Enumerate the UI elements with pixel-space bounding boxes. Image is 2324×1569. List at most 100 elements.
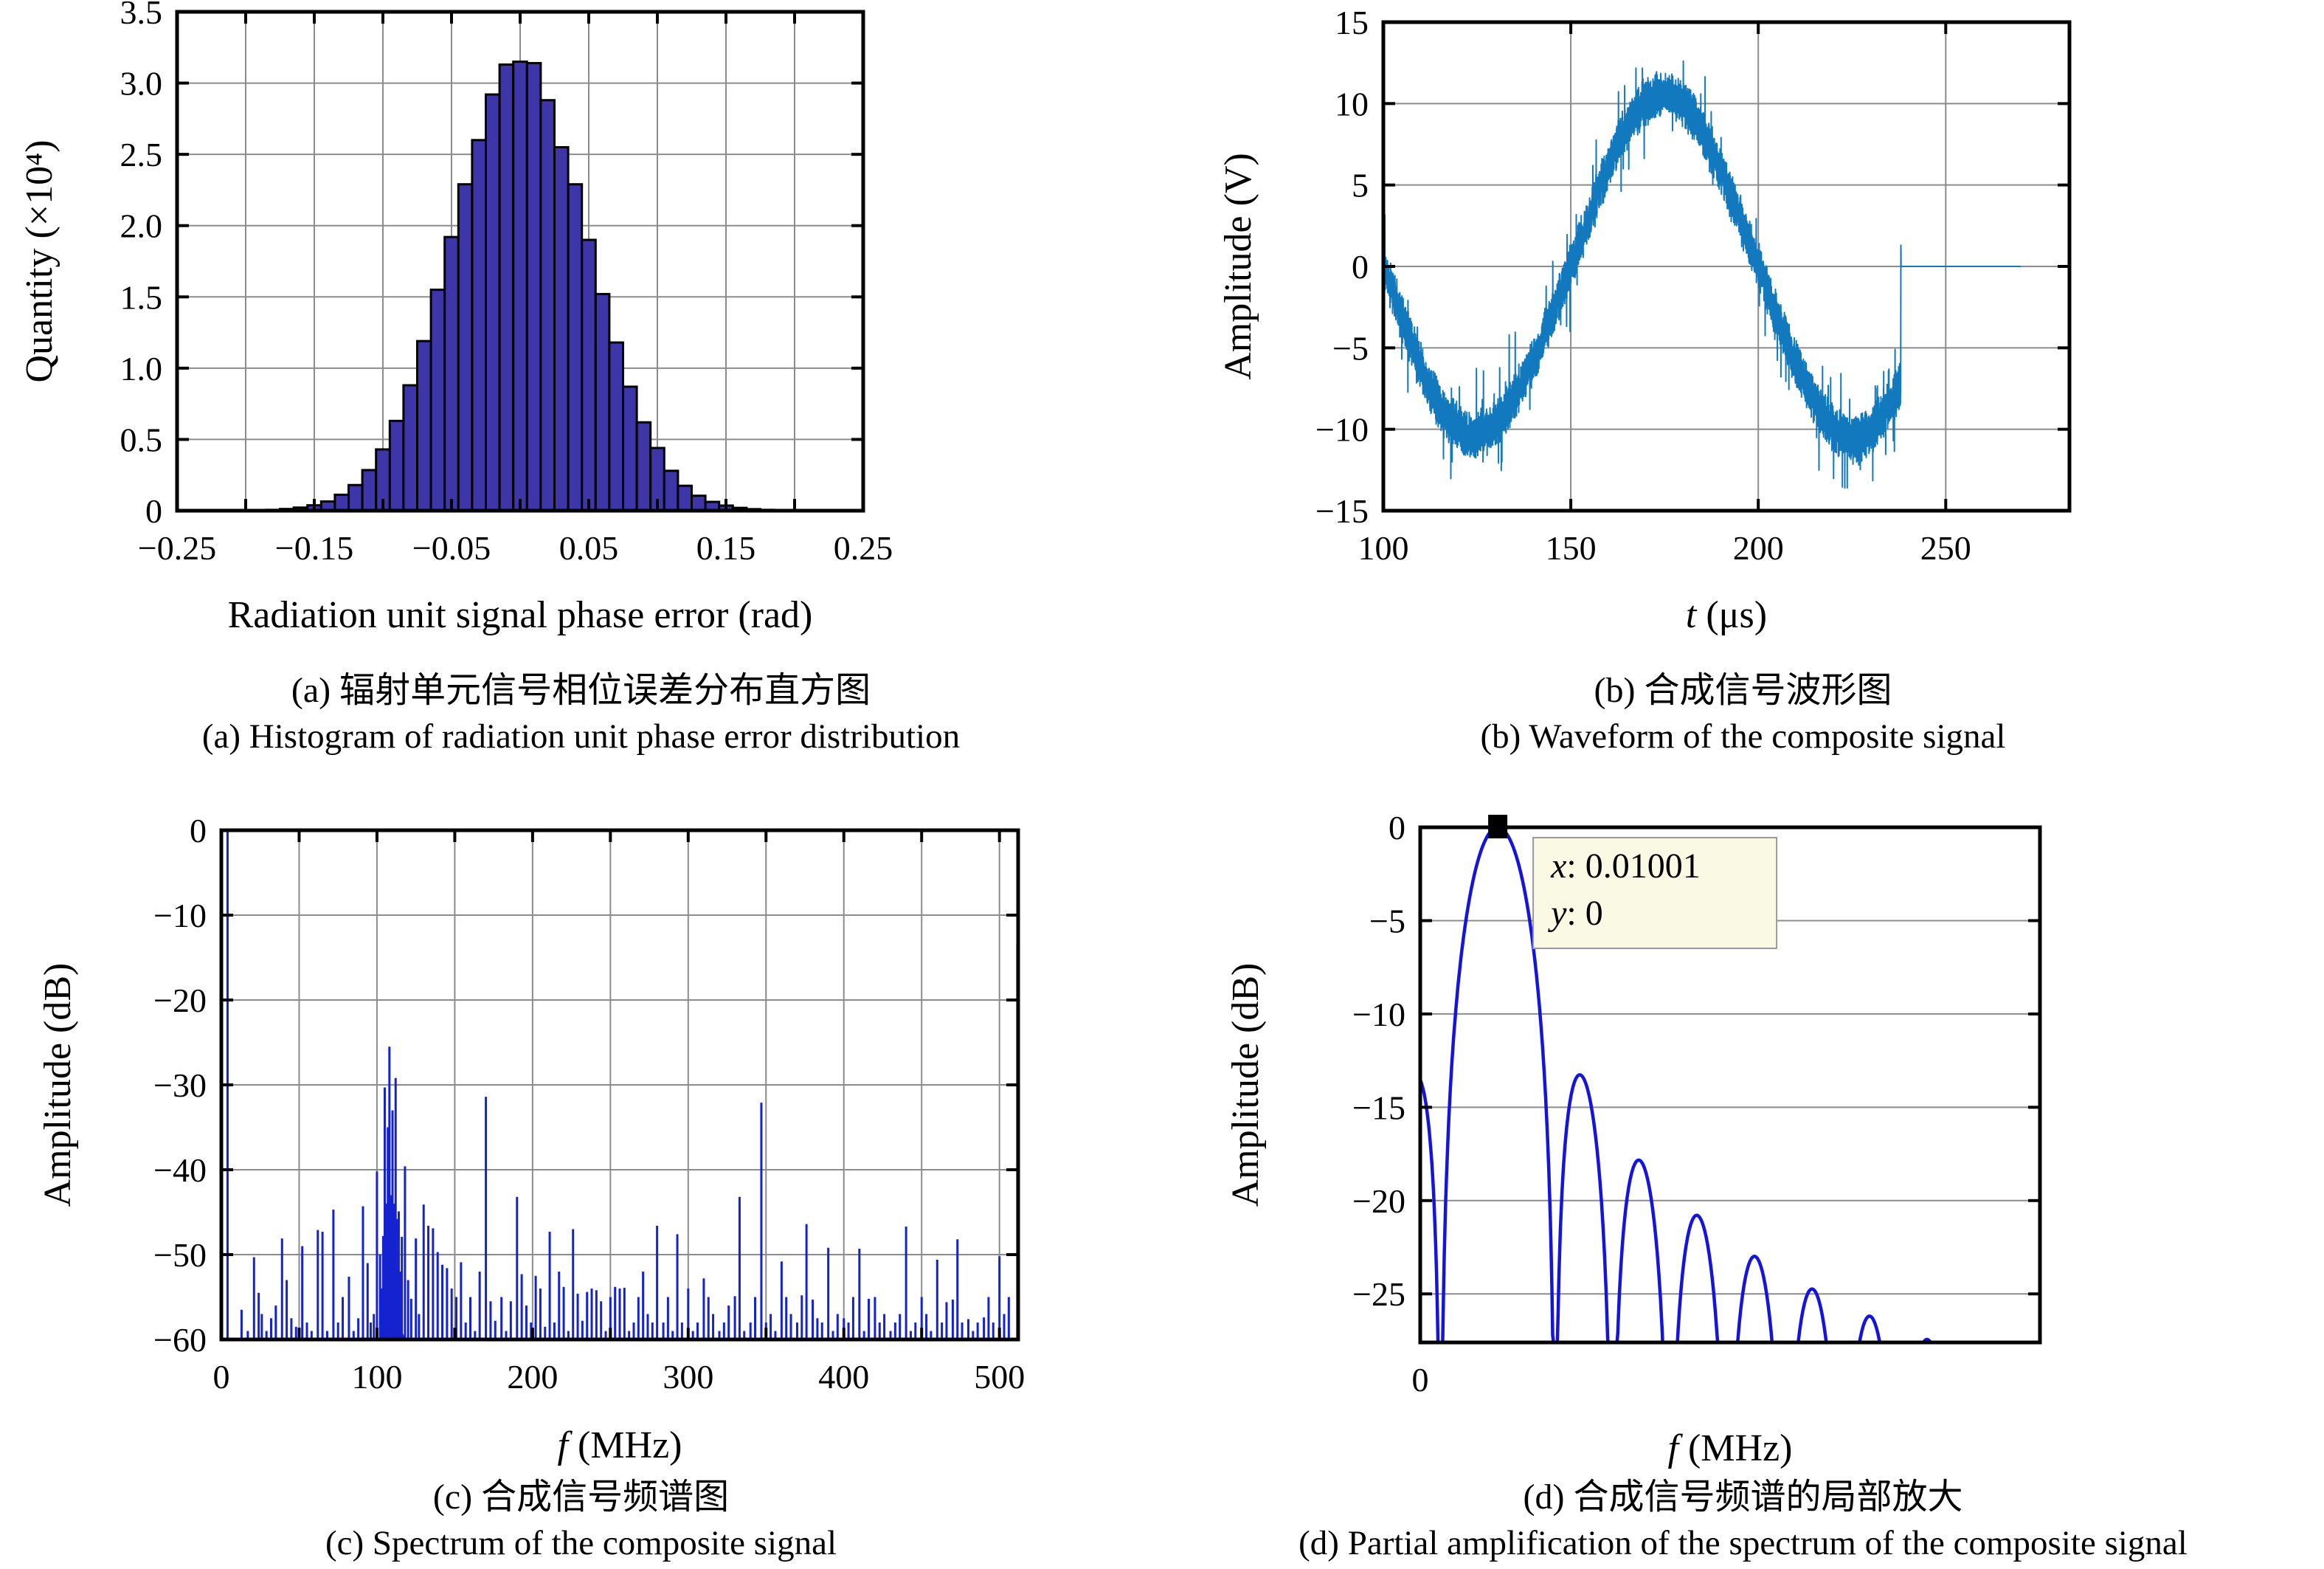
y-tick-label: 3.5 [120, 0, 163, 31]
spectrum-chart: 0 100 200 300 400 500 −60 −50 −40 −30 −20 −10 0 f (MH… [37, 812, 1025, 1466]
caption-c-zh: (c) 合成信号频谱图 [432, 1477, 730, 1517]
y-tick-label: −50 [153, 1236, 207, 1274]
y-tick-label: 15 [1335, 4, 1369, 41]
panel-b-waveform: 100 150 200 250 −15 −10 −5 0 5 10 15 t (μs) Amplitud… [1162, 0, 2324, 784]
caption-a-en: (a) Histogram of radiation unit phase er… [201, 717, 961, 756]
y-tick-label: 5 [1352, 167, 1369, 204]
waveform-line [1383, 60, 2021, 489]
histogram-bar [594, 292, 611, 512]
y-tick-label: 1.5 [120, 278, 163, 316]
x-tick-label: 150 [1546, 529, 1597, 567]
y-tick-label: −20 [1352, 1182, 1405, 1220]
x-tick-label: 0 [213, 1358, 230, 1396]
y-tick-label: −20 [153, 982, 207, 1019]
y-tick-label: 0.5 [120, 421, 163, 458]
x-axis-label: f (MHz) [558, 1424, 682, 1466]
histogram-bar [347, 483, 364, 512]
axes-box [1381, 20, 2072, 513]
caption-b-en: (b) Waveform of the composite signal [1480, 717, 2006, 756]
y-tick-label: −15 [1352, 1089, 1405, 1126]
histogram-bar [553, 145, 570, 512]
histogram-bar [512, 61, 528, 512]
histogram-bar [388, 419, 405, 512]
x-tick-label: 0.05 [559, 529, 619, 567]
panel-c-spectrum: 0 100 200 300 400 500 −60 −50 −40 −30 −20 −10 0 f (MH… [0, 784, 1162, 1569]
histogram-bar [691, 494, 707, 512]
caption-d-zh: (d) 合成信号频谱的局部放大 [1523, 1477, 1963, 1517]
y-tick-label: −30 [153, 1066, 207, 1104]
waveform-chart: 100 150 200 250 −15 −10 −5 0 5 10 15 t (μs) Amplitud… [1217, 4, 2072, 636]
histogram-bar [333, 493, 350, 512]
y-tick-label: 0 [145, 492, 162, 530]
histogram-bar [581, 238, 597, 512]
histogram-bar [429, 289, 446, 512]
histogram-bar [485, 93, 501, 512]
x-tick-label: 500 [974, 1358, 1025, 1396]
caption-c-en: (c) Spectrum of the composite signal [325, 1524, 837, 1562]
caption-b: (b) 合成信号波形图 (b) Waveform of the composit… [1162, 668, 2324, 759]
y-tick-label: 1.0 [120, 350, 163, 387]
y-tick-label: 2.5 [120, 136, 163, 173]
y-tick-label: −5 [1332, 329, 1369, 367]
y-tick-label: −10 [153, 897, 207, 934]
x-tick-label: 300 [663, 1358, 713, 1396]
x-tick-label: 200 [507, 1358, 558, 1396]
y-tick-label: −5 [1369, 902, 1405, 939]
y-axis-label: Amplitude (dB) [37, 963, 79, 1207]
y-axis-label: Quantity (×10⁴) [18, 139, 60, 382]
histogram-bar [539, 99, 556, 512]
histogram-bar [443, 235, 460, 512]
histogram-bar [402, 384, 419, 512]
x-tick-label: 0.15 [696, 529, 756, 567]
axes-box [1418, 825, 2042, 1345]
axis-labels: 0 −25 −20 −15 −10 −5 0 f (MHz) Amplitude (dB) [1225, 809, 1792, 1469]
histogram-bar [622, 385, 638, 512]
spectrum-zoom-chart: 0 −25 −20 −15 −10 −5 0 f (MHz) Amplitude (dB) x: … [1225, 809, 2042, 1469]
y-axis-label: Amplitude (dB) [1225, 963, 1267, 1207]
datatip-marker [1488, 815, 1508, 838]
x-tick-label: 0 [1412, 1361, 1429, 1399]
axes-box [219, 828, 1020, 1342]
y-tick-label: 2.0 [120, 207, 163, 245]
x-tick-label: 0.25 [834, 529, 893, 567]
x-axis-label: t (μs) [1686, 594, 1767, 636]
axes-box [175, 10, 865, 513]
caption-d-en: (d) Partial amplification of the spectru… [1298, 1524, 2188, 1562]
histogram-bars [238, 61, 803, 513]
histogram-bar [525, 62, 542, 512]
datatip-line: x: 0.01001 [1550, 846, 1701, 886]
caption-d: (d) 合成信号频谱的局部放大 (d) Partial amplificatio… [1162, 1475, 2324, 1566]
caption-a-zh: (a) 辐射单元信号相位误差分布直方图 [291, 671, 871, 710]
histogram-bar [567, 183, 584, 512]
y-tick-label: 0 [1388, 809, 1405, 846]
y-axis-label: Amplitude (V) [1217, 153, 1259, 380]
y-tick-label: −25 [1352, 1275, 1405, 1313]
y-tick-label: 3.0 [120, 65, 163, 103]
histogram-bar [498, 63, 515, 512]
y-tick-label: −15 [1315, 492, 1369, 530]
caption-b-zh: (b) 合成信号波形图 [1594, 671, 1892, 710]
histogram-bar [361, 469, 378, 512]
datatip: x: 0.01001 y: 0 [1532, 837, 1778, 949]
axis-labels: 100 150 200 250 −15 −10 −5 0 5 10 15 t (μs) Amplitud… [1217, 4, 1971, 636]
histogram-bar [457, 183, 474, 512]
x-tick-label: 200 [1733, 529, 1784, 567]
datatip-line: y: 0 [1547, 894, 1603, 933]
y-tick-label: −60 [153, 1321, 207, 1359]
x-tick-label: −0.05 [412, 529, 491, 567]
y-tick-label: −10 [1352, 996, 1405, 1033]
x-tick-label: 100 [351, 1358, 402, 1396]
panel-d-spectrum-zoom: 0 −25 −20 −15 −10 −5 0 f (MHz) Amplitude (dB) x: … [1162, 784, 2324, 1569]
histogram-bar [663, 469, 679, 512]
gridlines [221, 830, 1018, 1339]
x-tick-label: −0.15 [275, 529, 353, 567]
axis-labels: 0 100 200 300 400 500 −60 −50 −40 −30 −20 −10 0 f (MH… [37, 812, 1025, 1466]
x-axis-label: f (MHz) [1668, 1427, 1793, 1469]
y-tick-label: 0 [1352, 248, 1369, 286]
gridlines [1420, 920, 2040, 1295]
axis-labels: −0.25 −0.15 −0.05 0.05 0.15 0.25 0 0.5 1.0 1.5 2.0… [18, 0, 893, 636]
panel-a-histogram: −0.25 −0.15 −0.05 0.05 0.15 0.25 0 0.5 1.0 1.5 2.0… [0, 0, 1162, 784]
y-tick-label: −10 [1315, 411, 1369, 449]
caption-a: (a) 辐射单元信号相位误差分布直方图 (a) Histogram of rad… [0, 668, 1162, 759]
